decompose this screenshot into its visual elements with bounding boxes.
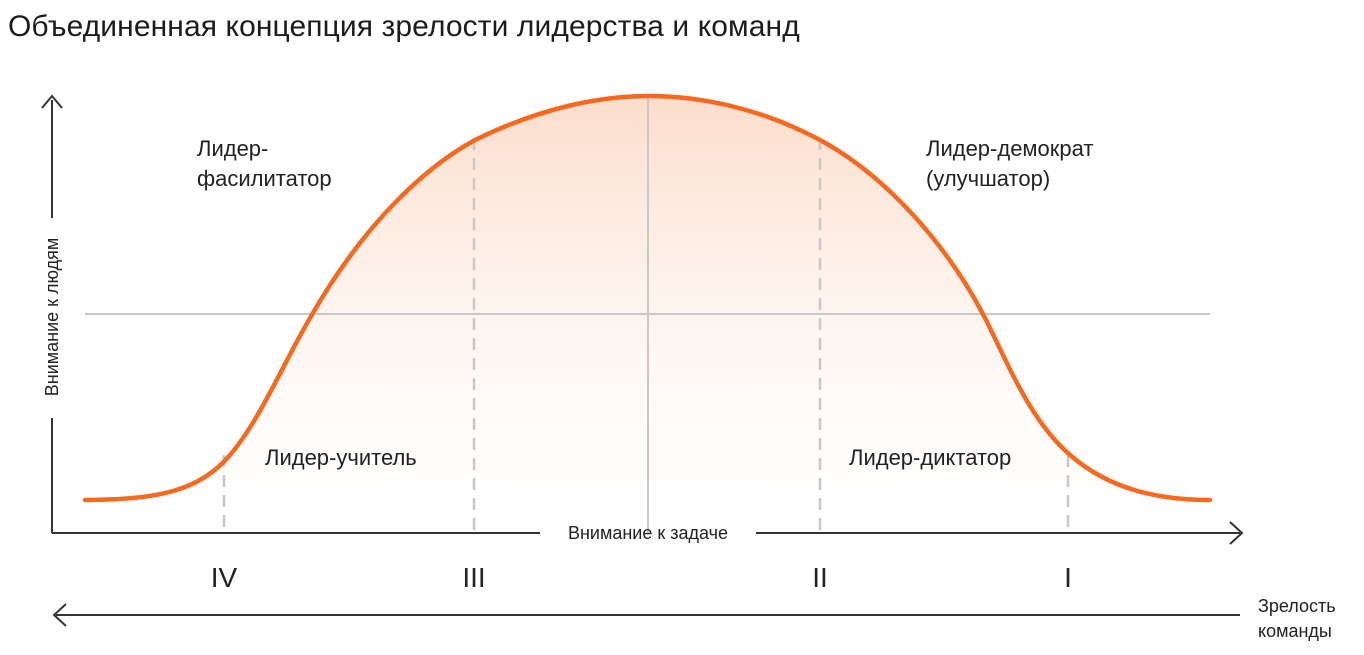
bell-curve	[82, 93, 1213, 503]
y-axis-arrow-icon	[41, 94, 63, 109]
stage-label-i: I	[1064, 562, 1072, 593]
stage-label-iv: IV	[211, 562, 238, 593]
maturity-arrow-icon	[52, 603, 67, 627]
style-label-facilitator-1: Лидер-	[197, 136, 268, 161]
style-label-facilitator-2: фасилитатор	[197, 166, 332, 191]
style-label-dictator: Лидер-диктатор	[849, 445, 1011, 470]
x-axis-arrow-icon	[1229, 521, 1244, 545]
maturity-label-2: команды	[1258, 621, 1332, 641]
style-label-democrat-1: Лидер-демократ	[926, 136, 1093, 161]
x-axis-label: Внимание к задаче	[568, 523, 728, 543]
y-axis-label: Внимание к людям	[42, 238, 62, 397]
stage-label-ii: II	[812, 562, 828, 593]
stage-label-iii: III	[462, 562, 485, 593]
style-label-teacher: Лидер-учитель	[265, 445, 417, 470]
maturity-label-1: Зрелость	[1258, 596, 1336, 616]
page-title: Объединенная концепция зрелости лидерств…	[8, 10, 800, 43]
style-label-democrat-2: (улучшатор)	[926, 166, 1050, 191]
